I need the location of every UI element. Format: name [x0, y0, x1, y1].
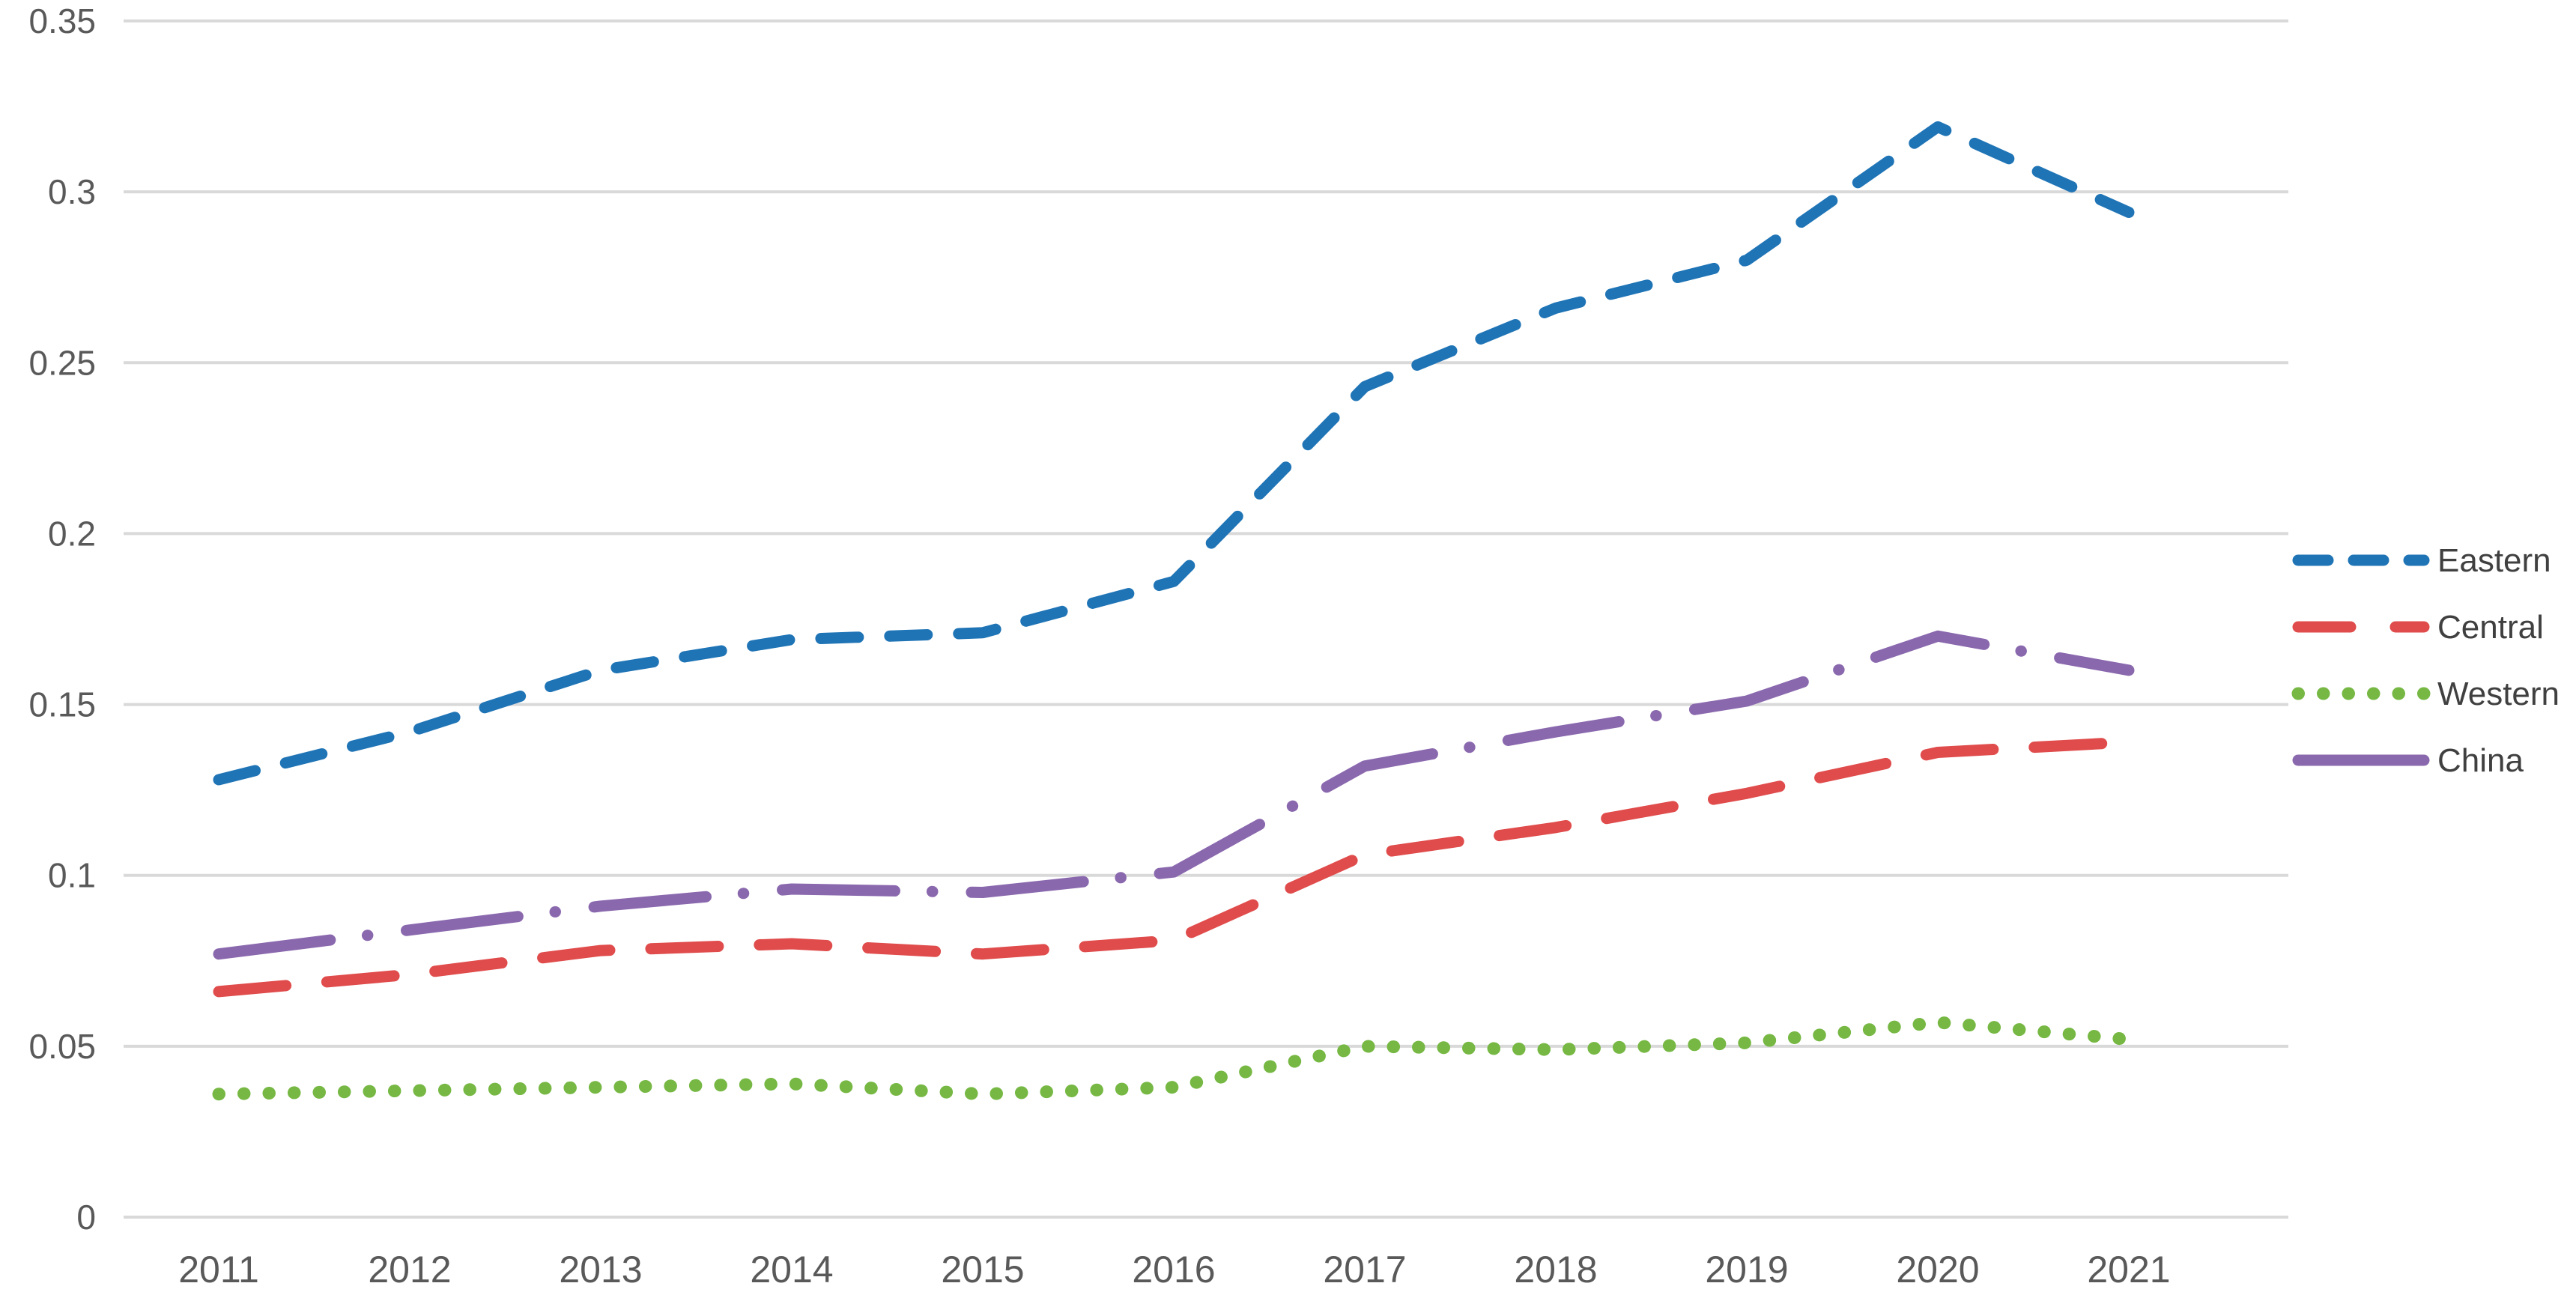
y-tick-label: 0.25: [28, 343, 96, 382]
x-tick-label: 2016: [1132, 1249, 1215, 1291]
x-axis-labels: 2011 2012 2013 2014 2015 2016 2017 2018 2019 2020…: [178, 1249, 2170, 1291]
series-line-china: [213, 630, 2135, 960]
x-tick-label: 2020: [1896, 1249, 1979, 1291]
y-tick-label: 0.05: [28, 1027, 96, 1066]
series-lines: [212, 121, 2136, 1101]
y-tick-label: 0.35: [28, 1, 96, 40]
x-tick-label: 2019: [1705, 1249, 1788, 1291]
y-tick-label: 0.2: [48, 514, 96, 553]
x-tick-label: 2021: [2087, 1249, 2170, 1291]
gridlines: [124, 19, 2288, 1219]
series-line-western: [212, 1016, 2136, 1101]
x-tick-label: 2014: [750, 1249, 833, 1291]
x-tick-label: 2015: [941, 1249, 1024, 1291]
y-tick-label: 0.3: [48, 172, 96, 211]
x-tick-label: 2011: [178, 1249, 259, 1291]
legend-item-western: Western: [2291, 676, 2560, 712]
legend-item-eastern: Eastern: [2292, 542, 2551, 579]
legend-label-central: Central: [2437, 609, 2544, 646]
legend-item-central: Central: [2292, 609, 2544, 646]
y-tick-label: 0: [76, 1198, 96, 1237]
x-tick-label: 2018: [1514, 1249, 1597, 1291]
x-tick-label: 2013: [559, 1249, 642, 1291]
x-tick-label: 2017: [1323, 1249, 1406, 1291]
series-line-eastern: [213, 121, 2135, 786]
x-tick-label: 2012: [368, 1249, 451, 1291]
y-tick-label: 0.1: [48, 856, 96, 895]
legend-label-eastern: Eastern: [2437, 542, 2551, 579]
legend-label-china: China: [2437, 742, 2524, 779]
y-axis-labels: 0 0.05 0.1 0.15 0.2 0.25 0.3 0.35: [28, 1, 96, 1237]
legend: Eastern Central Western China: [2291, 542, 2560, 779]
legend-item-china: China: [2292, 742, 2524, 779]
y-tick-label: 0.15: [28, 685, 96, 724]
legend-label-western: Western: [2437, 676, 2560, 712]
